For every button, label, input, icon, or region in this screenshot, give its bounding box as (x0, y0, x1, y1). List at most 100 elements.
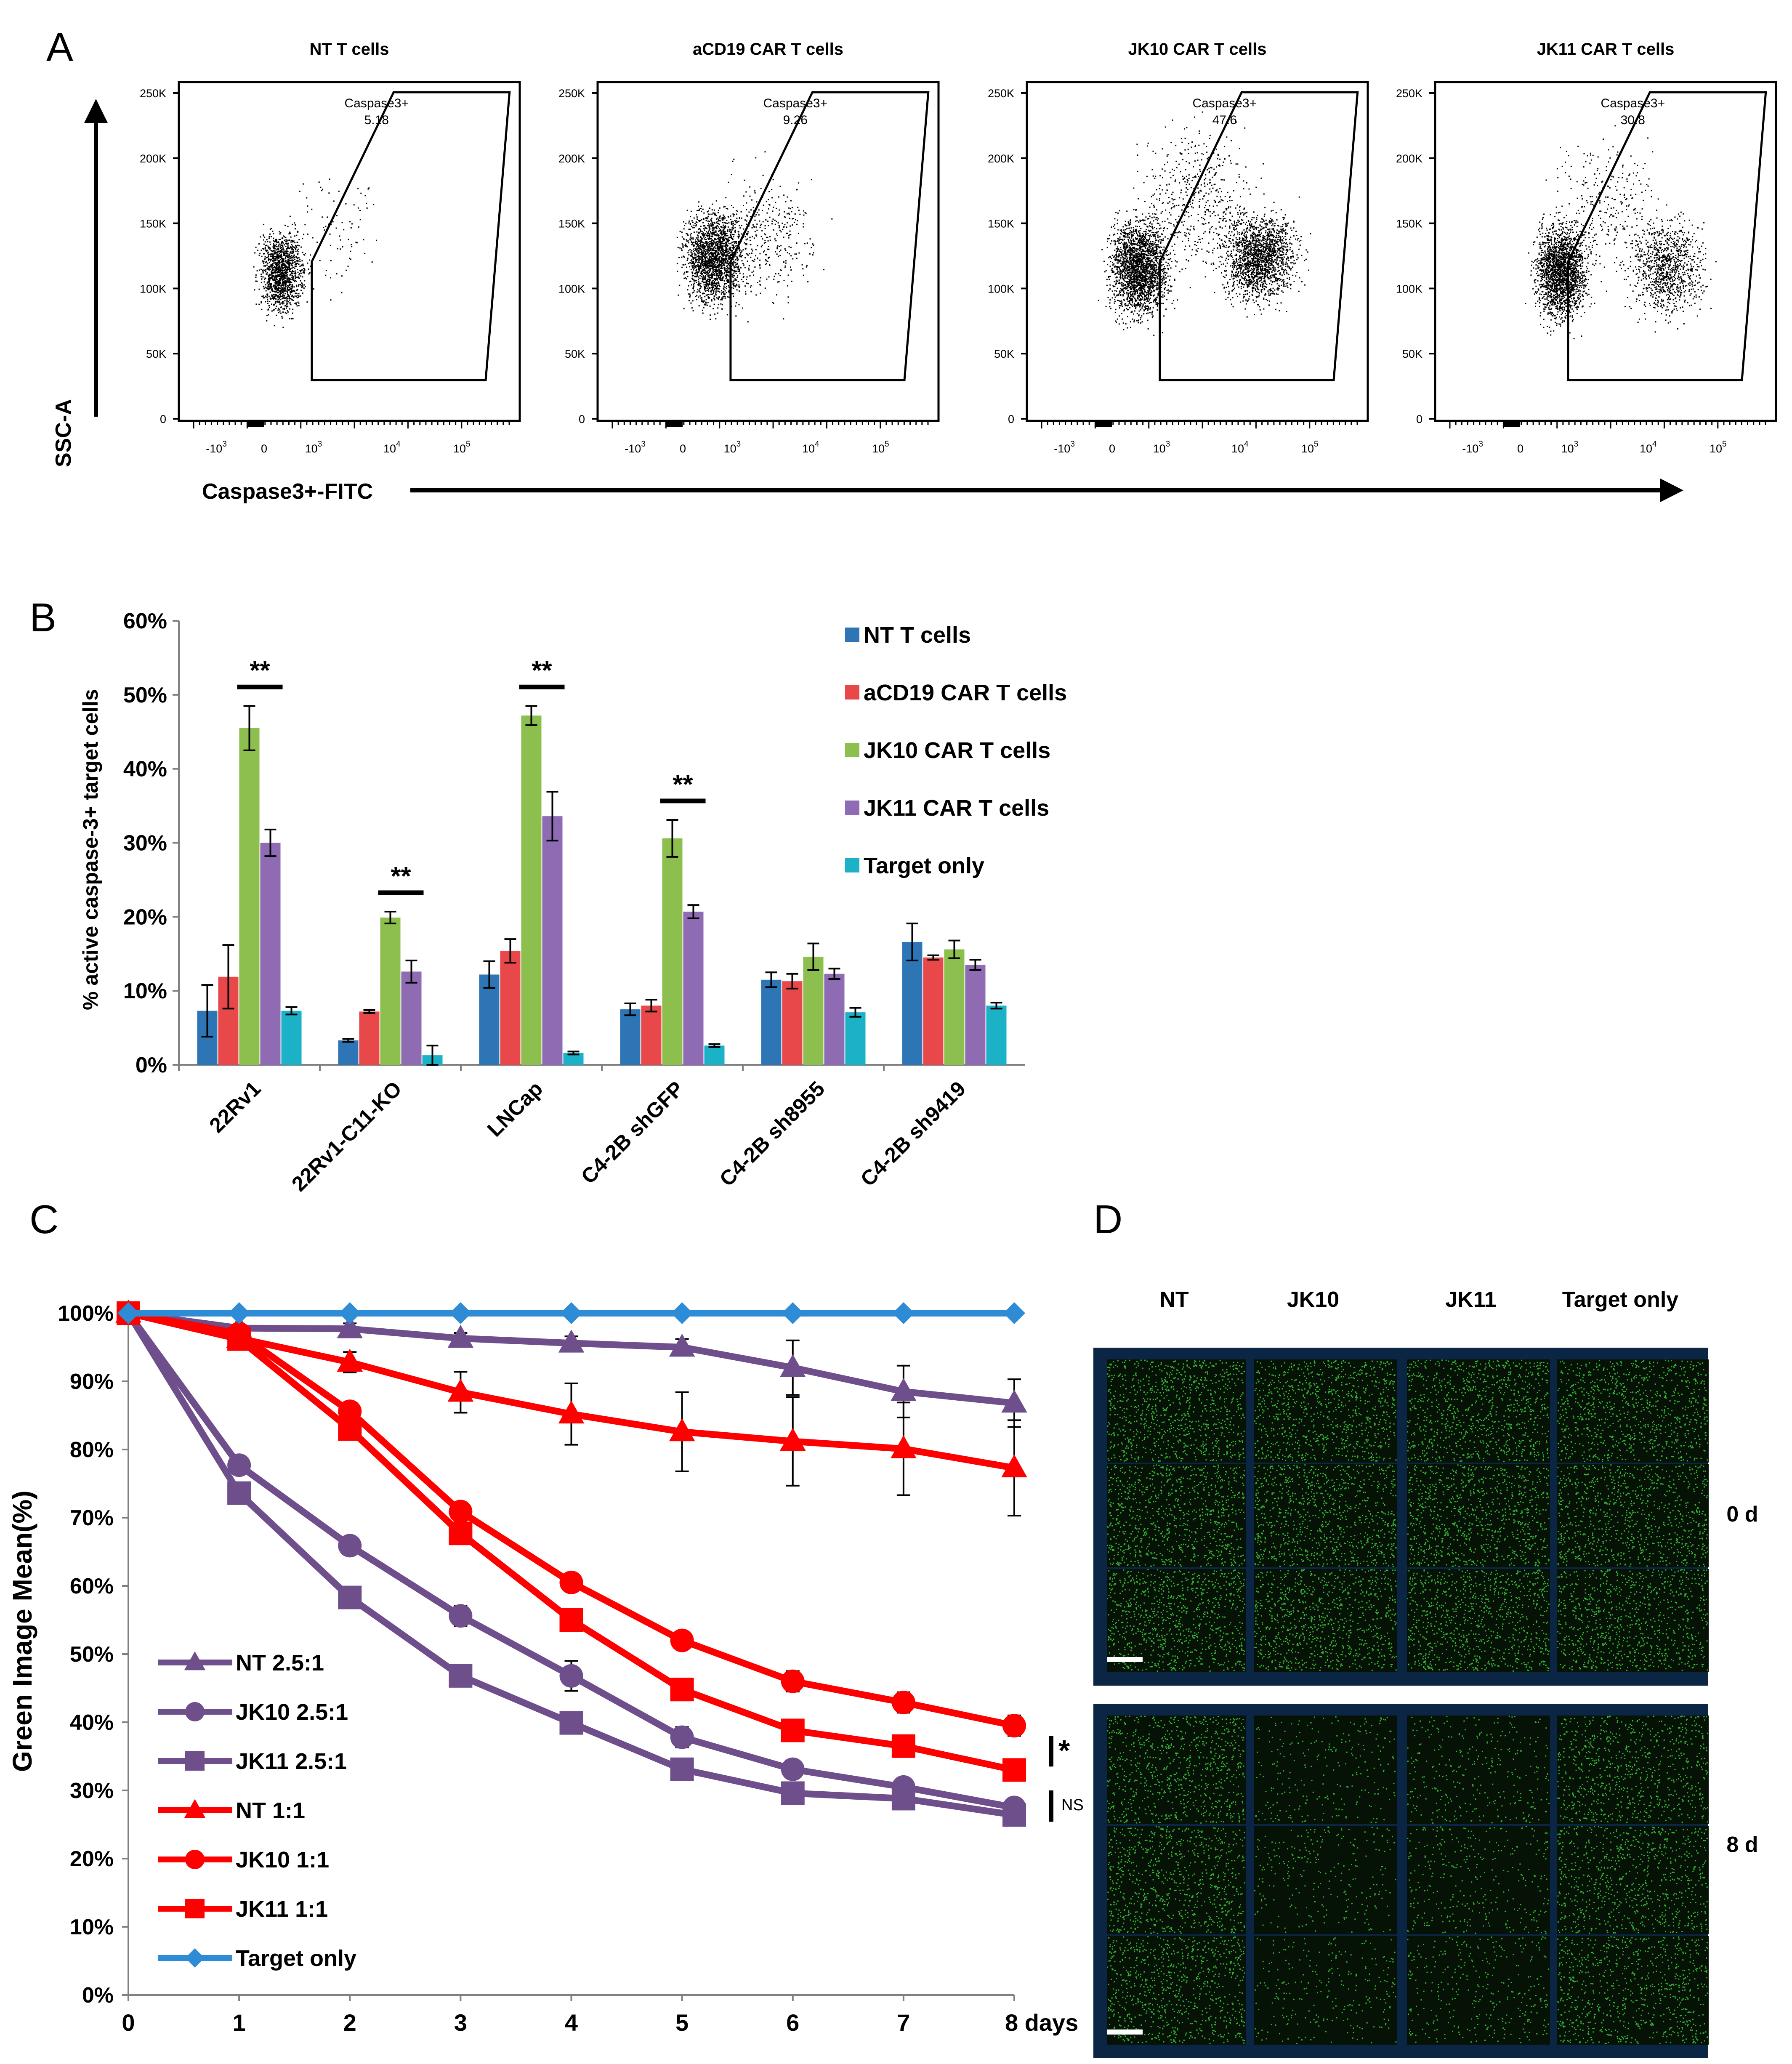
flow-x-tick-base: 10 (802, 442, 815, 455)
bar-legend-swatch (845, 858, 859, 872)
line-marker-point (559, 1570, 583, 1594)
line-marker-point (1001, 1454, 1027, 1478)
micrograph-tile (1254, 1826, 1397, 1934)
line-marker-point (449, 1521, 473, 1545)
line-marker-point (669, 1418, 695, 1442)
line-marker-point (227, 1327, 251, 1351)
flow-x-tick-exponent: 4 (396, 440, 401, 449)
flow-y-tick-label: 150K (140, 218, 166, 230)
bar-legend-label: NT T cells (864, 622, 971, 648)
line-y-tick-label: 40% (70, 1710, 114, 1735)
bar-significance-label: ** (391, 862, 411, 891)
flow-y-tick-label: 200K (558, 152, 585, 165)
line-marker-point (117, 1302, 139, 1324)
bar-3-0 (620, 1009, 641, 1065)
line-marker-point (559, 1711, 583, 1735)
flow-x-tick-exponent: 4 (1652, 440, 1657, 449)
line-marker-point (891, 1435, 917, 1458)
line-marker-point (891, 1734, 915, 1758)
bar-y-tick-label: 10% (123, 979, 167, 1003)
bar-5-4 (986, 1005, 1007, 1065)
micrograph-cell-dots (1557, 1464, 1708, 1567)
line-y-tick-label: 20% (70, 1847, 114, 1871)
bar-0-4 (281, 1011, 302, 1065)
flow-x-tick-label: 0 (680, 442, 686, 455)
line-y-tick-label: 100% (58, 1301, 114, 1326)
flow-x-tick-base: 10 (1153, 442, 1166, 455)
line-legend-marker (185, 1899, 205, 1918)
flow-x-zero-tick-block (247, 421, 264, 427)
flow-y-tick-label: 50K (994, 348, 1014, 360)
flow-y-tick-label: 250K (1396, 87, 1422, 100)
panel-d-col-label-jk10: JK10 (1287, 1287, 1339, 1312)
line-x-tick-label: 5 (675, 2009, 689, 2036)
bar-y-tick-label: 40% (123, 757, 167, 782)
flow-y-tick-label: 200K (988, 152, 1014, 165)
micrograph-tile (1254, 1359, 1397, 1463)
line-marker-point (670, 1628, 694, 1652)
flow-plot-title: NT T cells (310, 40, 389, 59)
flow-x-tick-label: 0 (1517, 442, 1523, 455)
flow-plot-frame (1434, 81, 1777, 422)
flow-plot-4: JK11 CAR T cells050K100K150K200K250K-103… (1396, 40, 1777, 455)
line-marker-point (779, 1354, 806, 1377)
flow-gate-value: 47.6 (1212, 113, 1237, 127)
panel-letter-a: A (46, 25, 73, 70)
flow-event-dots (253, 178, 377, 328)
line-marker-point (228, 1302, 250, 1324)
micrograph-tile (1254, 1716, 1397, 1824)
flow-gate-polygon (1159, 91, 1359, 381)
flow-y-tick-label: 0 (1416, 413, 1422, 426)
line-legend-label: JK11 2.5:1 (236, 1749, 347, 1774)
bar-significance-label: ** (532, 656, 552, 685)
flow-x-tick-label: 104 (383, 440, 401, 455)
flow-x-tick-base: 10 (872, 442, 885, 455)
bar-2-1 (500, 951, 521, 1065)
line-marker-point (447, 1325, 474, 1348)
line-legend-label: JK10 1:1 (236, 1847, 329, 1872)
bar-legend-swatch (845, 801, 859, 815)
flow-x-tick-base: -10 (206, 442, 222, 455)
bar-y-tick-label: 60% (123, 609, 167, 633)
bar-significance-label: ** (250, 656, 270, 685)
flow-x-tick-exponent: 5 (1722, 440, 1727, 449)
flow-y-tick-label: 50K (1402, 348, 1422, 360)
bar-legend-label: JK10 CAR T cells (864, 738, 1050, 763)
micrograph-cell-dots (1254, 1826, 1396, 1933)
flow-x-tick-label: 0 (1109, 442, 1115, 455)
micrograph-cell-dots (1407, 1464, 1550, 1567)
micrograph-cell-dots (1254, 1464, 1397, 1567)
bar-y-tick-label: 20% (123, 905, 167, 929)
flow-gate-polygon (729, 91, 930, 381)
line-marker-point (337, 1315, 363, 1338)
panel-c-y-axis-label: Green Image Mean(%) (7, 1490, 37, 1772)
panel-d-col-label-jk11: JK11 (1445, 1287, 1496, 1312)
flow-x-tick-base: 0 (1517, 442, 1523, 455)
micrograph-tile (1407, 1716, 1550, 1824)
bar-y-tick-label: 0% (136, 1053, 167, 1077)
line-marker-point (227, 1453, 251, 1477)
flow-x-zero-tick-block (1503, 421, 1520, 427)
bar-3-1 (641, 1005, 662, 1065)
micrograph-cell-dots (1107, 1936, 1245, 2044)
micrograph-tile (1107, 1716, 1246, 1824)
flow-x-tick-label: 104 (1231, 440, 1249, 455)
flow-x-tick-base: 10 (1301, 442, 1314, 455)
flow-plot-2: aCD19 CAR T cells 0 50K 100K 150K 200K 250K -10… (558, 40, 940, 455)
line-y-tick-label: 80% (70, 1438, 114, 1462)
bar-significance-label: ** (673, 770, 693, 799)
line-x-tick-label: 1 (233, 2009, 246, 2036)
flow-x-tick-base: 0 (261, 442, 267, 455)
flow-x-tick-exponent: 5 (466, 440, 471, 449)
line-x-tick-label: 4 (565, 2009, 578, 2036)
line-legend-marker (185, 1751, 205, 1771)
line-legend-label: JK11 1:1 (236, 1896, 328, 1922)
panel-letter-d: D (1093, 1197, 1122, 1242)
flow-x-tick-exponent: 3 (1478, 440, 1483, 449)
flow-y-tick-label: 100K (140, 282, 166, 295)
flow-y-tick-label: 200K (140, 152, 166, 165)
flow-y-tick-label: 250K (558, 87, 585, 100)
micrograph-tile (1107, 1826, 1246, 1934)
flow-gate-label: Caspase3+ (1192, 96, 1257, 110)
